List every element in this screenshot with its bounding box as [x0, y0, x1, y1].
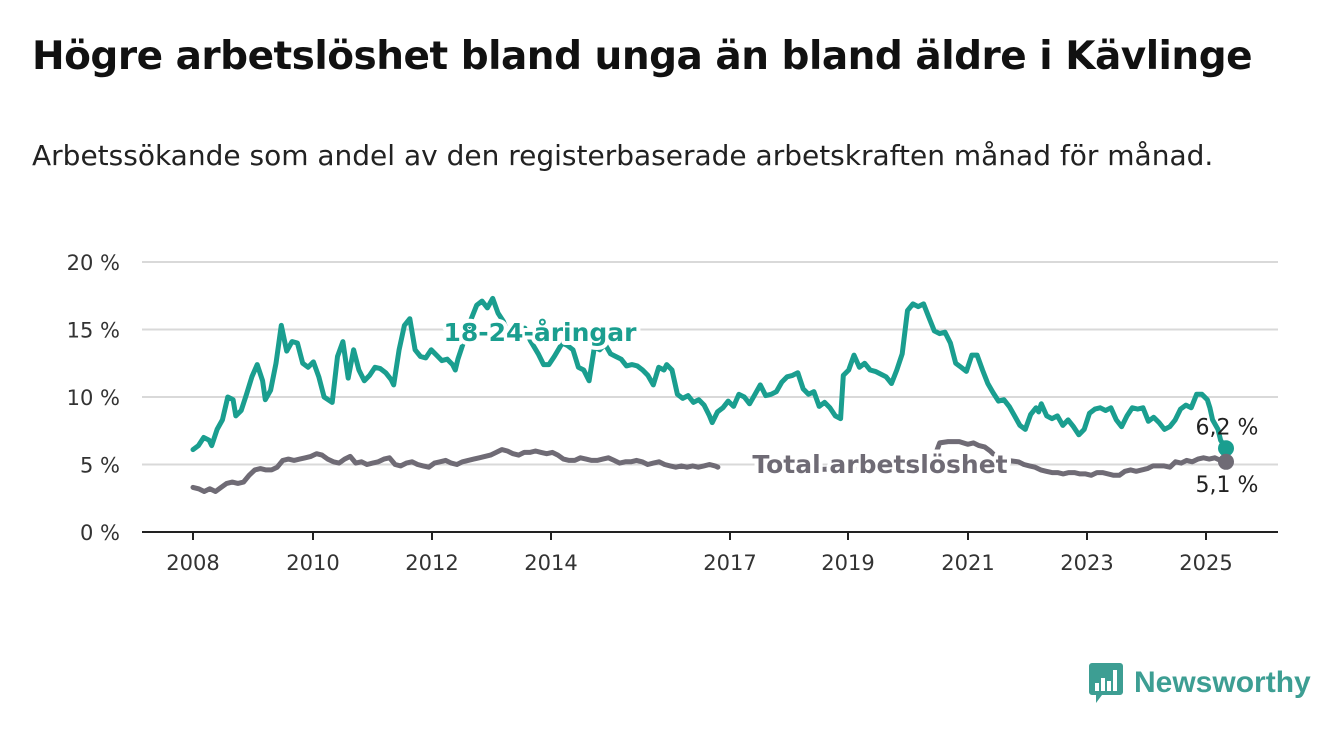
gridlines [142, 261, 1278, 533]
x-tick-label: 2012 [405, 551, 458, 575]
end-value-label: 5,1 % [1196, 473, 1259, 498]
y-tick-label: 5 % [80, 454, 120, 478]
series-line [808, 439, 1229, 478]
end-value-label: 6,2 % [1196, 415, 1259, 440]
x-tick-label: 2019 [821, 551, 874, 575]
end-point-marker [1218, 453, 1234, 470]
x-tick-label: 2008 [166, 551, 219, 575]
series-label-youth: 18-24-åringar [444, 318, 638, 347]
x-tick-label: 2023 [1060, 551, 1113, 575]
y-tick-label: 15 % [67, 319, 120, 343]
series-line [190, 295, 1229, 453]
brand-name: Newsworthy [1134, 666, 1311, 699]
y-tick-label: 0 % [80, 521, 120, 545]
x-tick-label: 2021 [941, 551, 994, 575]
newsworthy-logo[interactable]: Newsworthy [1088, 660, 1311, 706]
x-axis: 2008 2010 2012 2014 2017 2019 2021 2023 2025 [166, 532, 1233, 575]
y-tick-label: 10 % [67, 386, 120, 410]
y-axis: 0 % 5 % 10 % 15 % 20 % [67, 251, 120, 545]
series-line [190, 447, 721, 494]
x-tick-label: 2025 [1179, 551, 1232, 575]
series-lines [190, 295, 1234, 494]
series-label-total: Total arbetslöshet [752, 450, 1007, 479]
x-tick-label: 2014 [524, 551, 577, 575]
chart-title: Högre arbetslöshet bland unga än bland ä… [32, 34, 1253, 79]
y-tick-label: 20 % [67, 251, 120, 275]
x-tick-label: 2010 [286, 551, 339, 575]
end-point-marker [1218, 440, 1234, 457]
bar-chart-icon [1089, 663, 1123, 703]
chart-subtitle: Arbetssökande som andel av den registerb… [32, 139, 1214, 172]
x-tick-label: 2017 [703, 551, 756, 575]
series-labels: 6,2 % 5,1 % 18-24-åringar Total arbetslöshe… [440, 314, 1259, 498]
